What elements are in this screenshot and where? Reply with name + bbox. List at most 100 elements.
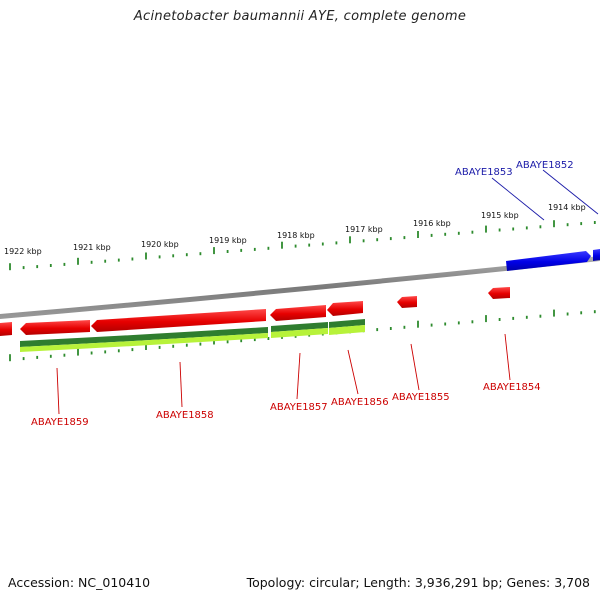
lower-ruler-minor-tick bbox=[226, 340, 229, 344]
leader-line-abaye1856 bbox=[347, 349, 359, 395]
scale-label: 1919 kbp bbox=[209, 236, 247, 245]
scale-label: 1920 kbp bbox=[141, 240, 179, 249]
leader-line-abaye1854 bbox=[504, 333, 511, 381]
upper-ruler-major-tick bbox=[213, 247, 215, 255]
lower-ruler-minor-tick bbox=[117, 349, 120, 353]
feature-track-dark-left bbox=[20, 327, 268, 347]
scale-label: 1921 kbp bbox=[73, 243, 111, 252]
reverse-gene-abaye1858[interactable] bbox=[91, 309, 266, 332]
lower-ruler-minor-tick bbox=[49, 354, 52, 358]
upper-ruler-minor-tick bbox=[593, 221, 596, 224]
lower-ruler-minor-tick bbox=[539, 314, 542, 318]
upper-ruler-minor-tick bbox=[90, 260, 93, 264]
lower-ruler-minor-tick bbox=[566, 312, 569, 316]
forward-genes bbox=[506, 249, 600, 271]
upper-ruler-minor-tick bbox=[104, 259, 107, 263]
leader-line-abaye1853 bbox=[491, 177, 545, 221]
upper-ruler-minor-tick bbox=[267, 246, 270, 250]
lower-ruler-minor-tick bbox=[471, 320, 474, 324]
gene-label-abaye1856[interactable]: ABAYE1856 bbox=[331, 397, 389, 408]
scale-label: 1918 kbp bbox=[277, 231, 315, 240]
feature-track-light-right bbox=[329, 325, 365, 335]
gene-label-abaye1859[interactable]: ABAYE1859 bbox=[31, 417, 89, 428]
lower-ruler-minor-tick bbox=[444, 322, 447, 326]
upper-ruler-minor-tick bbox=[389, 237, 392, 241]
leader-line-abaye1857 bbox=[296, 352, 301, 400]
lower-ruler-minor-tick bbox=[172, 344, 175, 348]
upper-ruler-minor-tick bbox=[131, 257, 134, 261]
genome-summary: Topology: circular; Length: 3,936,291 bp… bbox=[246, 575, 590, 590]
upper-ruler-minor-tick bbox=[430, 233, 433, 237]
feature-tracks bbox=[20, 319, 365, 352]
upper-ruler-minor-tick bbox=[308, 243, 311, 247]
lower-ruler-major-tick bbox=[145, 343, 147, 350]
upper-ruler-minor-tick bbox=[36, 265, 39, 269]
upper-ruler-minor-tick bbox=[172, 254, 175, 258]
scale-label: 1916 kbp bbox=[413, 219, 451, 228]
lower-ruler-minor-tick bbox=[36, 355, 39, 359]
reverse-gene-abaye1856[interactable] bbox=[327, 301, 363, 316]
topology-label: Topology: bbox=[246, 575, 306, 590]
gene-label-abaye1853[interactable]: ABAYE1853 bbox=[455, 167, 513, 178]
upper-ruler-minor-tick bbox=[471, 230, 474, 234]
gene-label-abaye1854[interactable]: ABAYE1854 bbox=[483, 382, 541, 393]
scale-label: 1922 kbp bbox=[4, 247, 42, 256]
upper-ruler-minor-tick bbox=[566, 223, 569, 227]
lower-ruler-major-tick bbox=[9, 354, 11, 362]
upper-ruler-major-tick bbox=[281, 241, 283, 249]
upper-ruler-minor-tick bbox=[403, 236, 406, 240]
gene-labels: ABAYE1852 ABAYE1853 ABAYE1854 ABAYE1855 … bbox=[31, 160, 574, 428]
upper-ruler-minor-tick bbox=[240, 248, 243, 252]
lower-ruler-minor-tick bbox=[457, 321, 460, 325]
reverse-genes bbox=[0, 287, 510, 336]
scale-label: 1915 kbp bbox=[481, 211, 519, 220]
gene-label-abaye1857[interactable]: ABAYE1857 bbox=[270, 402, 328, 413]
scale-labels: 1914 kbp 1915 kbp 1916 kbp 1917 kbp 1918… bbox=[4, 203, 586, 256]
length-value: 3,936,291 bp bbox=[414, 575, 499, 590]
gene-label-abaye1855[interactable]: ABAYE1855 bbox=[392, 392, 450, 403]
upper-ruler-minor-tick bbox=[362, 239, 365, 243]
leader-line-abaye1852 bbox=[542, 169, 599, 215]
reverse-gene-abaye1859[interactable] bbox=[20, 320, 90, 335]
upper-ruler-minor-tick bbox=[539, 225, 542, 229]
upper-ruler-minor-tick bbox=[63, 262, 66, 266]
upper-ruler-minor-tick bbox=[498, 228, 501, 232]
lower-ruler-minor-tick bbox=[267, 337, 270, 340]
scale-label: 1917 kbp bbox=[345, 225, 383, 234]
upper-ruler-minor-tick bbox=[457, 231, 460, 235]
lower-ruler-minor-tick bbox=[512, 316, 515, 320]
reverse-gene-left-edge[interactable] bbox=[0, 322, 12, 336]
length-label: Length: bbox=[363, 575, 411, 590]
leader-line-abaye1858 bbox=[179, 361, 183, 408]
lower-ruler-major-tick bbox=[417, 320, 419, 328]
lower-ruler-minor-tick bbox=[253, 338, 256, 342]
reverse-gene-abaye1857[interactable] bbox=[270, 305, 326, 321]
genome-backbone bbox=[0, 256, 600, 319]
lower-ruler-minor-tick bbox=[22, 357, 25, 361]
scale-label: 1914 kbp bbox=[548, 203, 586, 212]
lower-ruler-minor-tick bbox=[593, 310, 596, 314]
upper-ruler-minor-tick bbox=[525, 226, 528, 230]
forward-gene-abaye1853[interactable] bbox=[506, 251, 591, 271]
genes-value: 3,708 bbox=[554, 575, 590, 590]
map-title: Acinetobacter baumannii AYE, complete ge… bbox=[133, 9, 467, 24]
accession-value: NC_010410 bbox=[78, 575, 151, 590]
leader-lines bbox=[56, 169, 599, 415]
reverse-gene-abaye1855[interactable] bbox=[397, 296, 417, 308]
reverse-gene-abaye1854[interactable] bbox=[488, 287, 510, 299]
upper-ruler-major-tick bbox=[553, 220, 555, 228]
accession-label: Accession: bbox=[8, 575, 75, 590]
lower-ruler-minor-tick bbox=[498, 318, 501, 321]
gene-label-abaye1852[interactable]: ABAYE1852 bbox=[516, 160, 574, 171]
upper-ruler-minor-tick bbox=[199, 252, 202, 256]
upper-ruler-minor-tick bbox=[335, 241, 338, 245]
upper-tick-ruler bbox=[9, 220, 596, 271]
lower-ruler-minor-tick bbox=[430, 323, 433, 327]
upper-ruler-minor-tick bbox=[49, 264, 52, 267]
lower-ruler-minor-tick bbox=[389, 327, 392, 330]
genes-label: Genes: bbox=[506, 575, 551, 590]
upper-ruler-major-tick bbox=[77, 257, 79, 265]
forward-gene-abaye1852[interactable] bbox=[593, 249, 600, 261]
gene-label-abaye1858[interactable]: ABAYE1858 bbox=[156, 410, 214, 421]
